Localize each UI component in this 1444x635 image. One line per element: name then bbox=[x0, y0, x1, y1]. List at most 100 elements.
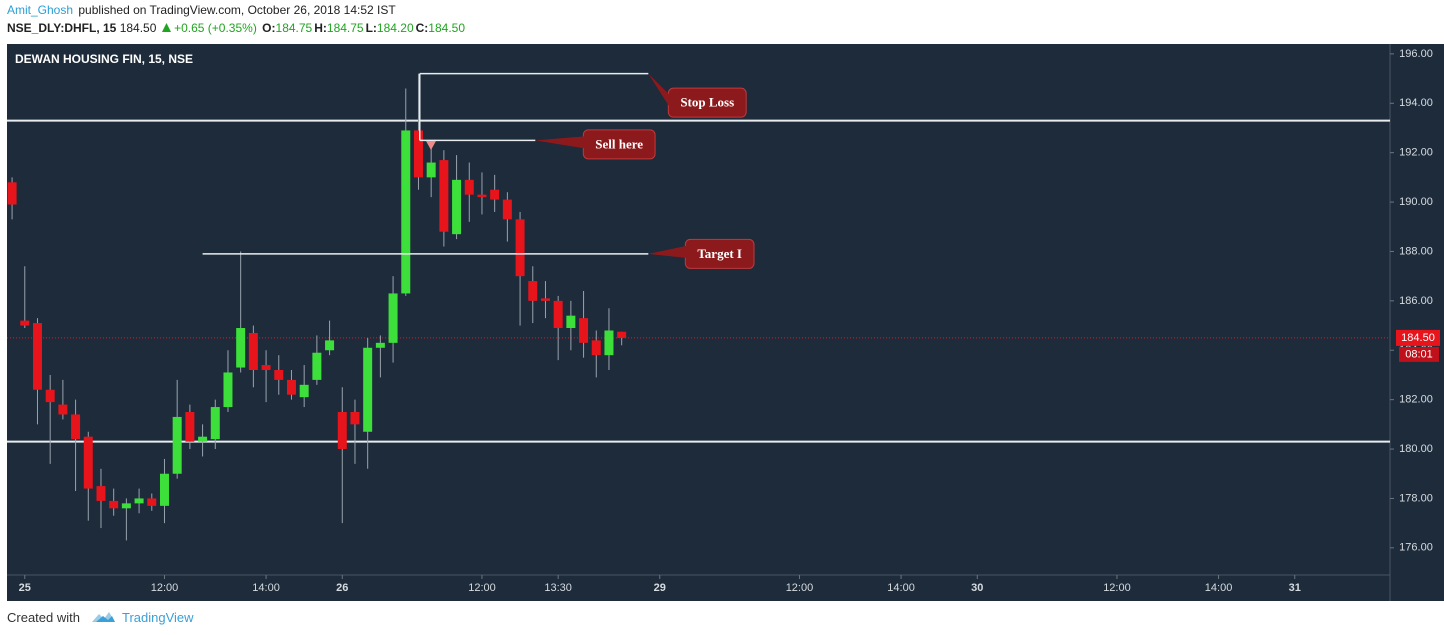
y-tick-label: 176.00 bbox=[1399, 542, 1433, 554]
candle-body bbox=[185, 411, 195, 442]
callout-pointer bbox=[535, 136, 585, 149]
x-tick-label: 12:00 bbox=[468, 582, 496, 594]
candle-body bbox=[553, 300, 563, 329]
x-tick-label: 25 bbox=[19, 582, 31, 594]
candle-body bbox=[401, 130, 411, 294]
published: published on TradingView.com, October 26… bbox=[78, 3, 396, 17]
author: Amit_Ghosh bbox=[7, 3, 74, 17]
countdown: 08:01 bbox=[1405, 348, 1433, 360]
candle-body bbox=[566, 315, 576, 329]
candle-body bbox=[299, 384, 309, 398]
y-tick-label: 186.00 bbox=[1399, 295, 1433, 307]
ohlc: O:184.75 H:184.75 L:184.20 C:184.50 bbox=[262, 21, 467, 35]
candle-body bbox=[350, 411, 360, 425]
pane-title: DEWAN HOUSING FIN, 15, NSE bbox=[15, 52, 193, 66]
price-tag bbox=[1396, 329, 1440, 346]
x-tick-label: 14:00 bbox=[252, 582, 280, 594]
x-tick-label: 12:00 bbox=[1103, 582, 1131, 594]
last: 184.50 bbox=[119, 21, 157, 35]
callout-label: Target I bbox=[697, 246, 742, 261]
x-tick-label: 30 bbox=[971, 582, 983, 594]
y-tick-label: 178.00 bbox=[1399, 492, 1433, 504]
candle-body bbox=[20, 320, 30, 326]
x-tick-label: 13:30 bbox=[544, 582, 572, 594]
ohlc-value: 184.50 bbox=[428, 21, 465, 35]
x-tick-label: 29 bbox=[654, 582, 666, 594]
ohlc-value: 184.20 bbox=[376, 21, 414, 35]
candle-body bbox=[528, 281, 538, 301]
candle-body bbox=[58, 404, 68, 415]
candle-body bbox=[96, 486, 106, 501]
candle-body bbox=[83, 436, 93, 489]
sell-marker bbox=[426, 141, 436, 150]
candle-body bbox=[579, 318, 589, 343]
countdown-tag bbox=[1399, 346, 1439, 362]
candle-body bbox=[502, 199, 512, 220]
x-tick-label: 31 bbox=[1289, 582, 1301, 594]
x-tick-label: 14:00 bbox=[887, 582, 915, 594]
candle-body bbox=[261, 365, 271, 371]
candle-body bbox=[71, 414, 81, 440]
candle-body bbox=[7, 182, 17, 205]
header-line-2: NSE_DLY:DHFL, 15 184.50 +0.65 (+0.35%) O… bbox=[7, 21, 469, 35]
ohlc-label: L: bbox=[365, 21, 377, 35]
callout-pointer bbox=[648, 73, 670, 107]
y-tick-label: 188.00 bbox=[1399, 245, 1433, 257]
candle-body bbox=[32, 323, 42, 390]
candle-body bbox=[413, 130, 423, 178]
ohlc-label: H: bbox=[314, 21, 327, 35]
callout-pointer bbox=[648, 245, 687, 258]
y-tick-label: 194.00 bbox=[1399, 97, 1433, 109]
candle-body bbox=[325, 340, 335, 351]
callout: Stop Loss bbox=[648, 73, 747, 118]
candle-body bbox=[223, 372, 233, 408]
candle-body bbox=[591, 340, 601, 356]
candle-body bbox=[617, 331, 627, 338]
x-tick-label: 12:00 bbox=[786, 582, 814, 594]
price-tag-label: 184.50 bbox=[1401, 332, 1435, 344]
candle-body bbox=[388, 293, 398, 343]
change: +0.65 (+0.35%) bbox=[174, 21, 257, 35]
callout-label: Stop Loss bbox=[680, 95, 734, 110]
brand: TradingView bbox=[121, 609, 194, 625]
candle-body bbox=[198, 436, 208, 442]
x-tick-label: 26 bbox=[336, 582, 348, 594]
candle-body bbox=[210, 407, 220, 440]
x-tick-label: 12:00 bbox=[151, 582, 179, 594]
candle-body bbox=[464, 179, 474, 195]
candle-body bbox=[121, 503, 131, 509]
footer: Created with TradingView bbox=[7, 609, 194, 625]
callout: Sell here bbox=[535, 129, 656, 160]
y-tick-label: 180.00 bbox=[1399, 443, 1433, 455]
created-with: Created with bbox=[7, 609, 80, 625]
candle-body bbox=[109, 500, 119, 509]
symbol: NSE_DLY:DHFL, 15 bbox=[7, 21, 117, 35]
header-line-1: Amit_Ghosh published on TradingView.com,… bbox=[7, 3, 398, 17]
candle-body bbox=[375, 342, 385, 348]
candle-body bbox=[248, 332, 258, 371]
candle-body bbox=[363, 347, 373, 432]
candle-body bbox=[172, 416, 182, 474]
candle-body bbox=[286, 379, 296, 395]
y-tick-label: 192.00 bbox=[1399, 147, 1433, 159]
y-tick-label: 182.00 bbox=[1399, 394, 1433, 406]
candle-body bbox=[45, 389, 55, 403]
candle-body bbox=[274, 370, 284, 380]
x-tick-label: 14:00 bbox=[1205, 582, 1233, 594]
candle-body bbox=[236, 328, 246, 368]
logo bbox=[91, 612, 115, 622]
candle-body bbox=[477, 194, 487, 198]
ohlc-label: O: bbox=[262, 21, 276, 35]
candle-body bbox=[426, 162, 436, 178]
candle-body bbox=[159, 473, 169, 506]
candle-body bbox=[147, 498, 157, 506]
ohlc-value: 184.75 bbox=[326, 21, 364, 35]
up-arrow bbox=[161, 23, 171, 32]
candle-body bbox=[439, 160, 449, 232]
ohlc-value: 184.75 bbox=[275, 21, 313, 35]
chart-background bbox=[7, 44, 1444, 601]
candle-body bbox=[604, 330, 614, 356]
candle-body bbox=[452, 179, 462, 235]
